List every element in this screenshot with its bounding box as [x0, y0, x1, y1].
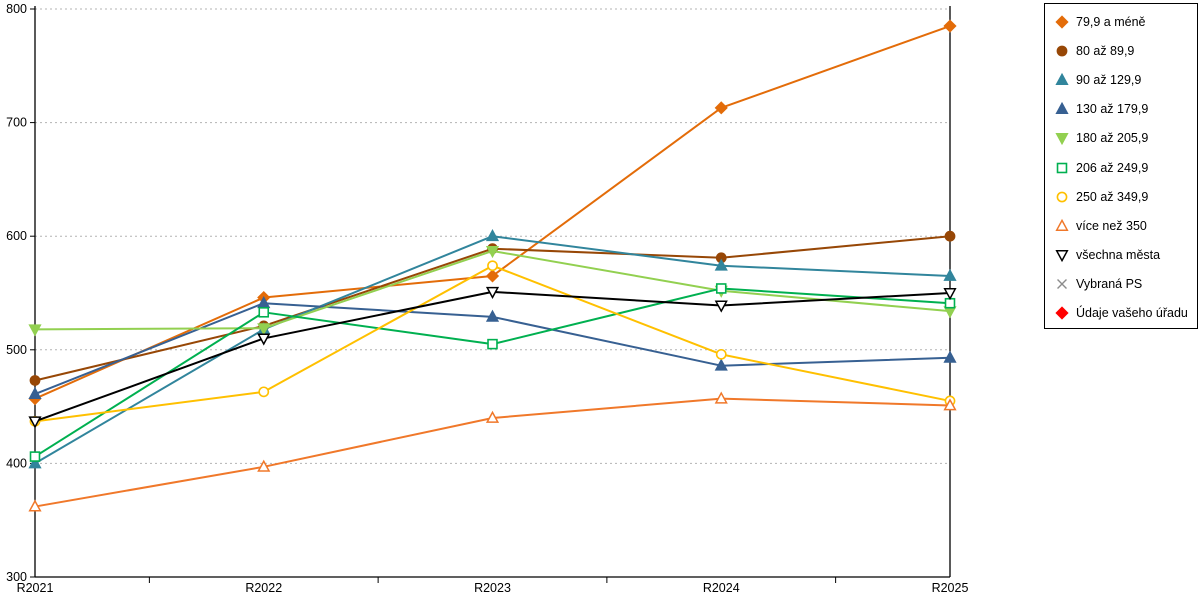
legend-label: 79,9 a méně	[1076, 14, 1146, 29]
series-7-marker	[943, 398, 957, 411]
legend-label: 206 až 249,9	[1076, 160, 1149, 175]
triangle-down-icon	[1055, 133, 1069, 146]
legend-item-6: 250 až 349,9	[1045, 182, 1197, 211]
x-cross-icon	[1057, 279, 1067, 290]
diamond-icon	[1055, 15, 1069, 29]
series-5-marker	[29, 451, 41, 462]
series-5-marker	[258, 307, 270, 318]
series-8-marker	[28, 416, 42, 429]
y-axis-label: 800	[6, 2, 27, 16]
series-7-marker	[28, 499, 42, 512]
square-icon	[1056, 162, 1068, 173]
circle-icon	[1056, 45, 1068, 57]
legend-item-4: 180 až 205,9	[1045, 124, 1197, 153]
triangle-down-icon	[1055, 133, 1069, 146]
diamond-icon	[1055, 15, 1069, 29]
square-icon	[1056, 162, 1068, 173]
circle-icon	[1056, 191, 1068, 203]
series-3-marker	[714, 358, 728, 371]
series-2-marker	[485, 229, 500, 242]
series-4-marker	[257, 323, 271, 336]
legend-item-0: 79,9 a méně	[1045, 7, 1197, 36]
legend-label: 130 až 179,9	[1076, 102, 1149, 117]
x-cross-icon	[1057, 279, 1067, 290]
legend-item-9: Vybraná PS	[1045, 270, 1197, 299]
series-0-marker	[485, 269, 500, 283]
series-2-marker	[28, 456, 42, 469]
series-4-marker	[485, 246, 500, 259]
y-axis-label: 400	[6, 456, 27, 470]
series-3-marker	[28, 386, 42, 400]
series-5-marker	[487, 338, 498, 350]
series-0-marker	[943, 19, 957, 33]
legend-label: Vybraná PS	[1076, 277, 1143, 292]
legend-item-7: více než 350	[1045, 211, 1197, 240]
y-axis-label: 600	[6, 229, 27, 243]
series-4-marker	[28, 324, 42, 337]
triangle-down-icon	[1055, 250, 1069, 263]
series-5-marker	[715, 283, 727, 294]
series-1-marker	[29, 375, 41, 386]
series-2-marker	[714, 258, 728, 271]
series-3-marker	[485, 309, 500, 322]
x-axis-label: R2024	[703, 581, 740, 595]
circle-icon	[1056, 191, 1068, 203]
triangle-up-icon	[1055, 101, 1069, 115]
legend-item-10: Údaje vašeho úřadu	[1045, 299, 1197, 328]
line-chart: 300 400 500 600 700 800 R2021 R2022 R2023 R2024 R2…	[6, 2, 969, 595]
series-8-marker	[943, 288, 957, 301]
series-0-marker	[714, 101, 728, 115]
legend-label: 80 až 89,9	[1076, 43, 1135, 58]
series-7-marker	[257, 459, 271, 472]
legend-label: všechna města	[1076, 248, 1161, 263]
legend-item-8: všechna města	[1045, 241, 1197, 270]
series-7-marker	[714, 391, 728, 404]
x-axis-label: R2021	[17, 581, 54, 595]
series-8-marker	[485, 286, 500, 300]
y-axis-label: 700	[6, 116, 27, 130]
series-7-marker	[485, 410, 500, 423]
series-3-marker	[943, 350, 957, 363]
legend-item-5: 206 až 249,9	[1045, 153, 1197, 182]
triangle-up-icon	[1055, 218, 1069, 231]
y-axis-label: 300	[6, 570, 27, 584]
series-1-marker	[944, 230, 956, 242]
legend-item-3: 130 až 179,9	[1045, 95, 1197, 124]
triangle-down-icon	[1055, 250, 1069, 263]
legend-item-1: 80 až 89,9	[1045, 36, 1197, 65]
legend-label: Údaje vašeho úřadu	[1076, 306, 1188, 321]
series-6-marker	[715, 348, 727, 360]
series-8-marker	[714, 300, 728, 313]
diamond-icon	[1055, 306, 1069, 321]
legend-label: 90 až 129,9	[1076, 72, 1142, 87]
series-8-marker	[257, 333, 271, 346]
triangle-up-icon	[1055, 101, 1069, 115]
legend-item-2: 90 až 129,9	[1045, 65, 1197, 94]
x-axis-label: R2022	[245, 581, 282, 595]
triangle-up-icon	[1055, 72, 1069, 85]
triangle-up-icon	[1055, 72, 1069, 85]
triangle-up-icon	[1055, 218, 1069, 231]
legend: 79,9 a méně 80 až 89,9 90 až 129,9 130 až 1…	[1044, 3, 1198, 329]
series-6-marker	[258, 386, 270, 398]
x-axis-label: R2025	[932, 581, 969, 595]
y-axis-label: 500	[6, 343, 27, 357]
legend-label: 250 až 349,9	[1076, 189, 1149, 204]
legend-label: více než 350	[1076, 218, 1147, 233]
legend-label: 180 až 205,9	[1076, 131, 1149, 146]
diamond-icon	[1055, 306, 1069, 321]
series-6-marker	[487, 260, 498, 272]
x-axis-label: R2023	[474, 581, 511, 595]
circle-icon	[1056, 45, 1068, 57]
series-2-marker	[943, 268, 957, 281]
